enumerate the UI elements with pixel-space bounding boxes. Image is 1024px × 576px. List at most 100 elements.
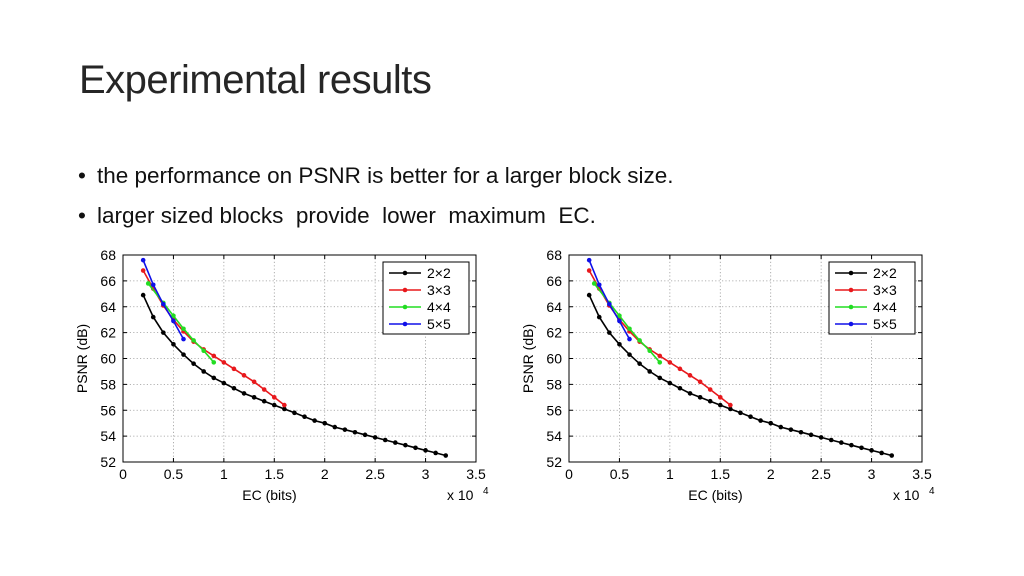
legend-box (382, 261, 470, 335)
y-tick-label: 68 (100, 247, 116, 263)
data-point (627, 336, 632, 342)
data-point (191, 361, 196, 366)
data-point (657, 375, 663, 381)
data-point (677, 366, 683, 372)
data-point (145, 281, 151, 286)
data-point (687, 373, 693, 378)
data-point (292, 410, 297, 416)
x-axis-label: EC (bits) (242, 487, 296, 503)
legend-swatch-marker (848, 287, 854, 293)
y-tick-label: 68 (546, 247, 562, 263)
legend-box (828, 261, 916, 335)
data-point (150, 282, 156, 288)
data-point (261, 398, 267, 404)
data-point (382, 437, 388, 443)
data-point (241, 373, 247, 378)
data-point (748, 414, 753, 420)
legend-label: 2×2 (427, 265, 451, 281)
legend-swatch-marker (402, 304, 408, 310)
legend-swatch-marker (848, 321, 854, 327)
y-tick-label: 56 (100, 402, 116, 418)
x-multiplier-label: x 10 (447, 487, 474, 503)
data-point (728, 406, 733, 412)
data-point (798, 429, 804, 435)
x-tick-label: 3 (422, 466, 430, 482)
data-point (717, 395, 723, 400)
data-point (778, 424, 784, 430)
data-point (191, 338, 196, 343)
bullet-icon: • (78, 163, 86, 188)
data-point (241, 391, 247, 396)
legend-swatch-marker (402, 270, 408, 276)
data-point (859, 445, 864, 451)
psnr-ec-chart-left: 0 0.5 1 1.5 2 2.5 3 3.5 52 54 56 58 60 62 64 66 68 EC (bi… (74, 247, 489, 503)
data-point (251, 379, 257, 385)
legend-label: 5×5 (427, 316, 451, 332)
data-point (657, 353, 663, 359)
legend-label: 5×5 (873, 316, 897, 332)
data-point (150, 314, 156, 320)
bullet-icon: • (78, 203, 86, 228)
data-point (443, 453, 449, 458)
data-point (818, 435, 824, 440)
data-point (637, 361, 642, 366)
data-point (627, 326, 632, 332)
y-tick-label: 62 (546, 325, 562, 341)
data-point (617, 313, 622, 319)
data-point (221, 360, 227, 365)
data-point (617, 318, 622, 324)
x-axis-label: EC (bits) (688, 487, 742, 503)
data-point (171, 341, 176, 347)
data-point (591, 281, 597, 286)
bullet-text: the performance on PSNR is better for a … (97, 163, 674, 188)
data-point (211, 353, 217, 359)
bullet-item: • the performance on PSNR is better for a… (78, 156, 674, 196)
x-tick-label: 1.5 (265, 466, 285, 482)
data-point (322, 420, 328, 426)
x-multiplier-exponent: 4 (483, 486, 489, 497)
y-axis-label: PSNR (dB) (74, 324, 90, 393)
y-tick-label: 64 (546, 299, 562, 315)
x-tick-label: 2 (767, 466, 775, 482)
data-point (271, 395, 277, 400)
y-tick-label: 52 (100, 454, 116, 470)
data-point (849, 442, 854, 448)
data-point (869, 448, 874, 453)
bullet-text: larger sized blocks provide lower maximu… (97, 203, 596, 228)
y-tick-label: 60 (546, 351, 562, 367)
y-axis-label: PSNR (dB) (520, 324, 536, 393)
data-point (231, 366, 237, 372)
y-tick-label: 66 (100, 273, 116, 289)
data-point (413, 445, 418, 451)
legend-swatch-marker (402, 287, 408, 293)
data-point (647, 369, 652, 374)
data-point (828, 437, 834, 443)
data-point (889, 453, 895, 458)
data-point (707, 398, 713, 404)
x-tick-label: 2.5 (811, 466, 831, 482)
data-point (697, 395, 703, 400)
data-point (788, 427, 794, 432)
data-point (352, 429, 358, 435)
data-point (586, 257, 592, 263)
data-point (140, 292, 146, 298)
data-point (596, 314, 602, 320)
legend-label: 4×4 (873, 299, 897, 315)
data-point (342, 427, 348, 432)
y-tick-label: 60 (100, 351, 116, 367)
legend-swatch-marker (402, 321, 408, 327)
data-point (607, 330, 612, 335)
data-point (332, 424, 338, 430)
data-point (181, 326, 186, 332)
data-point (181, 352, 186, 357)
legend-swatch-marker (848, 304, 854, 310)
data-point (312, 418, 317, 423)
legend-label: 4×4 (427, 299, 451, 315)
y-tick-label: 66 (546, 273, 562, 289)
data-point (657, 360, 663, 365)
data-point (211, 375, 217, 381)
data-point (161, 301, 166, 307)
y-tick-label: 54 (546, 428, 562, 444)
data-point (586, 292, 592, 298)
x-tick-label: 3.5 (912, 466, 932, 482)
